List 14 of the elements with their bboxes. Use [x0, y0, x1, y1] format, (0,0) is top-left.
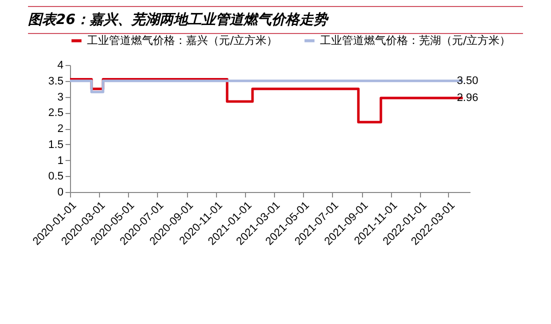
y-tick-label: 1 [57, 154, 64, 167]
legend-label: 工业管道燃气价格：芜湖（元/立方米） [320, 34, 511, 47]
y-tick-label: 4 [57, 60, 64, 72]
y-tick-label: 2.5 [48, 107, 64, 120]
y-tick-label: 3 [57, 91, 64, 104]
data-label: 2.96 [456, 92, 478, 104]
y-tick-label: 0.5 [48, 170, 64, 183]
data-label: 3.50 [456, 74, 478, 87]
legend-label: 工业管道燃气价格：嘉兴（元/立方米） [87, 34, 278, 47]
y-tick-label: 1.5 [48, 138, 64, 151]
chart-title: 图表26：嘉兴、芜湖两地工业管道燃气价格走势 [28, 6, 523, 34]
y-tick-label: 0 [57, 186, 64, 198]
y-tick-label: 2 [57, 123, 64, 135]
y-tick-label: 3.5 [48, 75, 64, 88]
